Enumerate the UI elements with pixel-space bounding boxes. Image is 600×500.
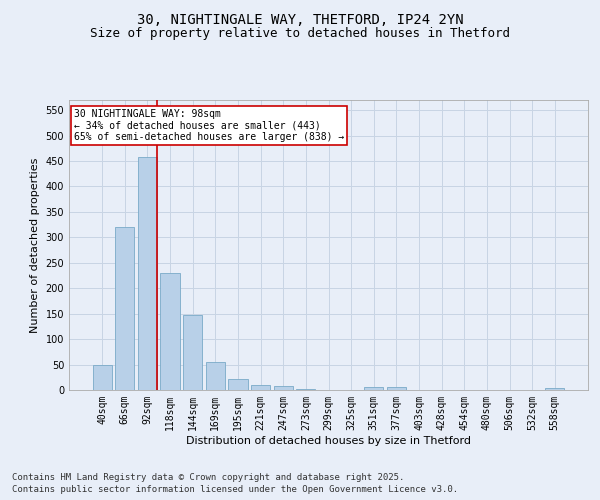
Bar: [364, 387, 383, 390]
Bar: [183, 314, 202, 390]
Text: 30 NIGHTINGALE WAY: 98sqm
← 34% of detached houses are smaller (443)
65% of semi: 30 NIGHTINGALE WAY: 98sqm ← 34% of detac…: [74, 108, 344, 142]
Bar: [274, 386, 293, 390]
Bar: [251, 385, 270, 390]
Bar: [160, 273, 180, 390]
Bar: [229, 379, 248, 390]
Bar: [387, 388, 406, 390]
Bar: [138, 157, 157, 390]
Y-axis label: Number of detached properties: Number of detached properties: [30, 158, 40, 332]
X-axis label: Distribution of detached houses by size in Thetford: Distribution of detached houses by size …: [186, 436, 471, 446]
Text: 30, NIGHTINGALE WAY, THETFORD, IP24 2YN: 30, NIGHTINGALE WAY, THETFORD, IP24 2YN: [137, 12, 463, 26]
Bar: [545, 388, 565, 390]
Bar: [115, 227, 134, 390]
Text: Size of property relative to detached houses in Thetford: Size of property relative to detached ho…: [90, 28, 510, 40]
Bar: [92, 364, 112, 390]
Text: Contains public sector information licensed under the Open Government Licence v3: Contains public sector information licen…: [12, 485, 458, 494]
Bar: [206, 362, 225, 390]
Text: Contains HM Land Registry data © Crown copyright and database right 2025.: Contains HM Land Registry data © Crown c…: [12, 472, 404, 482]
